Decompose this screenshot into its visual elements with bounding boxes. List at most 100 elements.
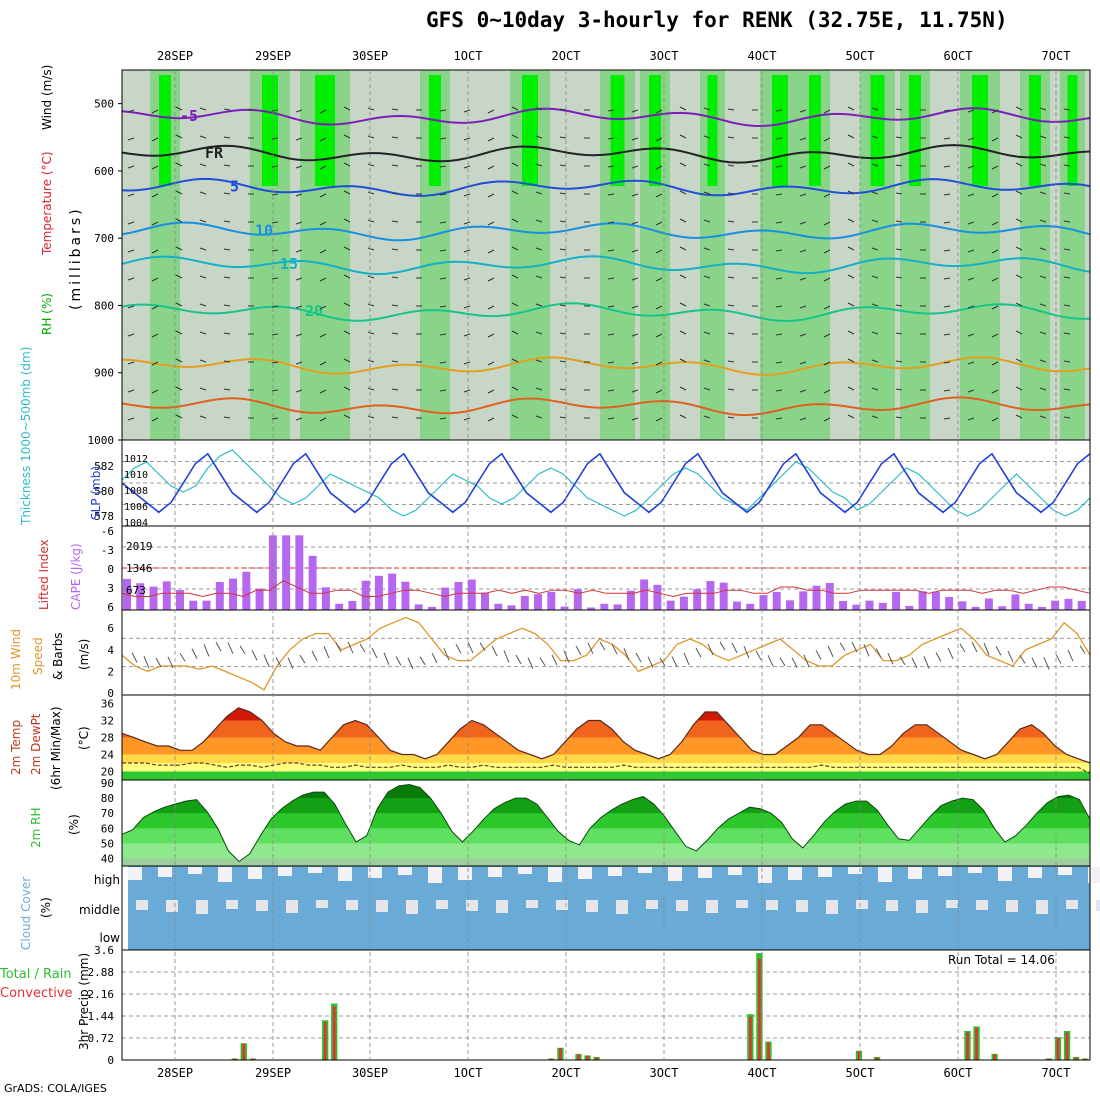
- cloud-gap-middle: [346, 900, 358, 910]
- y-tick-label: 800: [94, 299, 114, 312]
- cloud-gap-middle: [256, 900, 268, 911]
- cape-bar: [149, 586, 158, 610]
- cape-bar: [255, 588, 264, 610]
- cloud-gap-middle: [616, 900, 628, 914]
- ylabel-rh-units: (%): [67, 814, 81, 835]
- ylabel-slp: SLP (mb): [89, 466, 103, 520]
- cloud-gap-high: [1028, 867, 1042, 878]
- precip-rain-bar: [595, 1057, 598, 1060]
- cloud-gap-middle: [946, 900, 958, 908]
- cape-bar: [653, 584, 662, 610]
- cloud-gap-middle: [1006, 900, 1018, 912]
- cloud-gap-middle: [916, 900, 928, 913]
- y-tick-label: 70: [101, 807, 114, 820]
- cape-bar: [626, 590, 635, 610]
- cape-bar: [945, 596, 954, 610]
- y-tick-label: 4: [107, 644, 114, 657]
- isotherm-line: [121, 144, 1091, 164]
- cloud-gap-middle: [526, 900, 538, 908]
- ylabel-minmax: (6hr Min/Max): [49, 707, 63, 791]
- cloud-gap-middle: [1096, 900, 1100, 911]
- bottom-date-label: 30SEP: [352, 1066, 388, 1080]
- top-date-label: 1OCT: [454, 49, 483, 63]
- bottom-date-label: 2OCT: [552, 1066, 581, 1080]
- cape-bar: [984, 598, 993, 610]
- precip-rain-bar: [323, 1022, 327, 1060]
- cloud-gap-middle: [406, 900, 418, 914]
- cape-bar: [454, 582, 463, 610]
- y-tick-label: -3: [101, 544, 114, 557]
- top-date-label: 28SEP: [157, 49, 193, 63]
- y-tick-label: 2: [107, 665, 114, 678]
- isotherm-label: 15: [280, 255, 298, 273]
- cloud-gap-high: [218, 867, 232, 882]
- y-tick-label-right: 1004: [124, 518, 148, 529]
- cape-bar: [335, 603, 344, 610]
- cloud-gap-middle: [766, 900, 778, 910]
- precip-rain-bar: [966, 1032, 969, 1060]
- cape-bar: [308, 555, 317, 610]
- cape-bar: [295, 535, 304, 610]
- cloud-fill: [128, 866, 1090, 950]
- rh-very-moist-band: [649, 75, 661, 186]
- cape-bar: [918, 591, 927, 610]
- cloud-gap-high: [518, 867, 532, 874]
- rh-very-moist-band: [1067, 75, 1078, 186]
- cloud-gap-middle: [886, 900, 898, 911]
- cloud-gap-middle: [796, 900, 808, 912]
- isotherm-line: [121, 356, 1091, 376]
- top-date-label: 5OCT: [846, 49, 875, 63]
- cape-bar: [852, 604, 861, 610]
- y-tick-label: 36: [101, 698, 114, 711]
- y-tick-label-right: 673: [126, 584, 146, 597]
- y-tick-label: 6: [107, 601, 114, 614]
- cloud-gap-high: [158, 867, 172, 877]
- thickness-line: [121, 449, 1091, 517]
- y-tick-label: 900: [94, 367, 114, 380]
- cape-bar: [772, 591, 781, 610]
- precip-rain-bar: [749, 1016, 752, 1060]
- cape-bar: [361, 580, 370, 610]
- ylabel-li: Lifted Index: [37, 539, 51, 610]
- run-total: Run Total = 14.06: [948, 953, 1055, 967]
- y-tick-label: 2.16: [88, 988, 115, 1001]
- cape-bar: [215, 582, 224, 610]
- cape-bar: [613, 604, 622, 610]
- cape-bar: [374, 575, 383, 610]
- y-tick-label: -6: [101, 525, 114, 538]
- cloud-gap-middle: [136, 900, 148, 910]
- cape-bar: [666, 600, 675, 610]
- cloud-gap-high: [878, 867, 892, 882]
- ylabel-rh: RH (%): [40, 293, 54, 335]
- cape-bar: [693, 589, 702, 610]
- cape-bar: [176, 590, 184, 610]
- cape-bar: [388, 573, 397, 610]
- cloud-gap-high: [728, 867, 742, 875]
- cape-bar: [1064, 598, 1073, 610]
- y-tick-label: 0.72: [88, 1032, 115, 1045]
- cape-bar: [573, 589, 582, 610]
- ylabel-2mrh: 2m RH: [29, 808, 43, 849]
- cloud-gap-high: [128, 867, 142, 880]
- isotherm-line: [121, 302, 1091, 323]
- rh-very-moist-band: [315, 75, 335, 186]
- cloud-gap-high: [188, 867, 202, 874]
- rh-very-moist-band: [610, 75, 625, 186]
- y-tick-label: 0: [107, 1054, 114, 1067]
- cloud-gap-high: [488, 867, 502, 877]
- y-tick-label: 90: [101, 777, 114, 790]
- cloud-gap-high: [1058, 867, 1072, 875]
- cloud-gap-high: [638, 867, 652, 873]
- top-date-label: 3OCT: [650, 49, 679, 63]
- y-tick-label-right: 1010: [124, 470, 148, 481]
- ylabel-wind-barbs: & Barbs: [51, 632, 65, 680]
- ylabel-temp: Temperature (°C): [40, 151, 54, 256]
- cloud-gap-middle: [856, 900, 868, 909]
- cape-bar: [520, 596, 529, 610]
- cloud-gap-middle: [826, 900, 838, 914]
- cloud-gap-middle: [496, 900, 508, 913]
- precip-rain-bar: [975, 1028, 978, 1060]
- cape-bar: [732, 601, 741, 610]
- y-tick-label-right: 2019: [126, 540, 153, 553]
- cape-bar: [507, 605, 516, 610]
